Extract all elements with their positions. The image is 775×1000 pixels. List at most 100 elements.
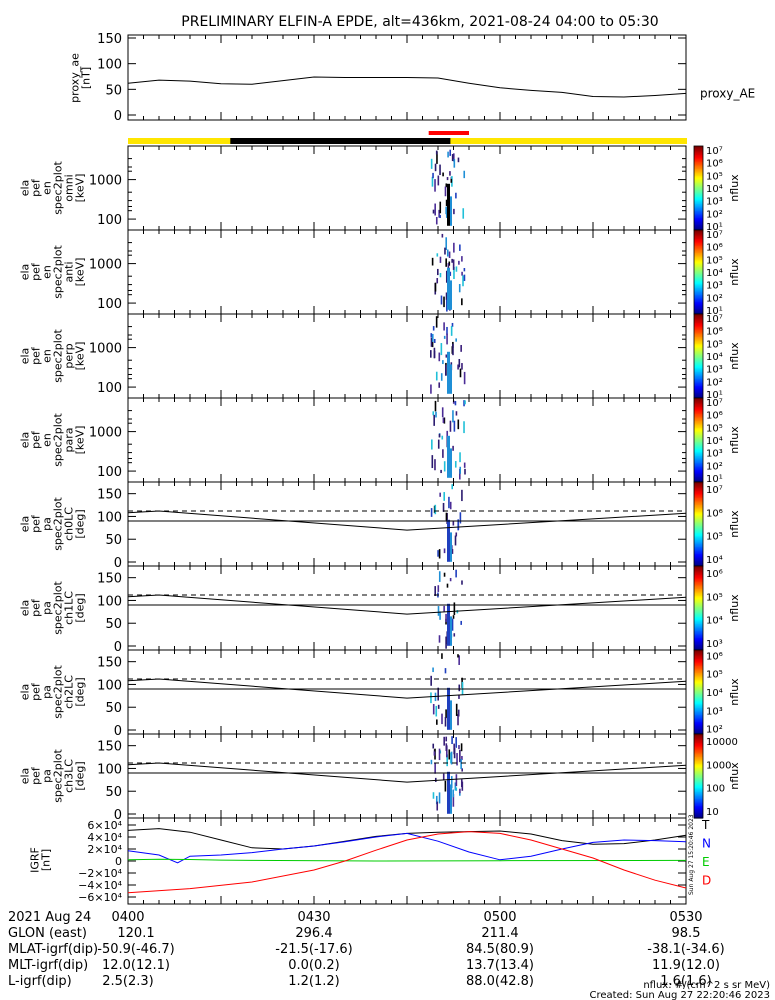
ae-ytick-label: 0 [114, 109, 122, 124]
spec-0-spec-cell [430, 158, 433, 169]
spec-0-cbar-cell [694, 169, 703, 172]
pa-0-spec-cell [454, 535, 457, 546]
spec-2-spec-cell [438, 382, 441, 388]
pa-1-cbar-cell [694, 588, 703, 591]
pa-2-spec-core [447, 687, 450, 730]
spec-0-cbar-cell [694, 220, 703, 223]
spec-2-cbar-cell [694, 381, 703, 384]
spec-1-frame [127, 229, 687, 315]
pa-0-cbar-label: 10⁶ [706, 508, 723, 519]
pa-1-cbar-cell [694, 594, 703, 596]
spec-0-spec-cell [447, 151, 449, 158]
spec-1-spec-cell [445, 292, 448, 300]
pa-3-cbar-label: 100 [706, 784, 725, 795]
pa-1-cbar-cell [694, 584, 703, 587]
spec-3-cbar-cell [694, 456, 703, 459]
spec-1-cbar-cell [694, 277, 703, 280]
spec-3-spec-cell [452, 410, 454, 423]
spec-0-spec-cell [455, 192, 457, 199]
spec-3-cbar-label: 10⁴ [706, 436, 723, 447]
spec-0-cbar-cell [694, 175, 703, 178]
spec-3-ylabel-line: pef [30, 430, 43, 449]
spec-0-cbar-cell [694, 216, 703, 218]
pa-3-spec-cell [453, 748, 456, 759]
pa-0-ylabel-line: pef [30, 514, 43, 533]
spec-3-spec-cell [446, 430, 449, 438]
pa-0-cbar-cell [694, 539, 703, 542]
spec-2-spec-cell [446, 333, 448, 345]
spec-1-spec-cell [453, 242, 455, 253]
spec-2-cbar-cell [694, 335, 703, 337]
pa-3-spec-cell [443, 736, 445, 746]
spec-2-spec-cell [435, 371, 438, 381]
spec-1-cbar-cell [694, 231, 703, 234]
spec-1-cbar-title-text: nflux [728, 258, 741, 286]
pa-3-spec-cell [459, 788, 461, 794]
pa-0-cbar-cell [694, 540, 703, 543]
igrf-ylabel-line: IGRF [29, 847, 42, 873]
spec-3-cbar-cell [694, 437, 703, 440]
spec-0-cbar-label: 10⁴ [706, 184, 723, 195]
pa-0-cbar-cell [694, 535, 703, 538]
pa-1-cbar-label: 10⁵ [706, 592, 723, 603]
pa-0-cbar-cell [694, 543, 703, 546]
spec-3-spec-cell [452, 445, 454, 451]
pa-0-cbar-cell [694, 533, 703, 536]
pa-1-cbar-cell [694, 598, 703, 601]
pa-0-cbar-cell [694, 531, 703, 533]
spec-1-cbar-cell [694, 235, 703, 238]
pa-1-spec-cell [453, 633, 456, 637]
spec-2-cbar-cell [694, 347, 703, 350]
pa-0-spec-cell [461, 489, 463, 502]
spec-0-spec-cell [451, 154, 454, 162]
pa-3-cbar-cell [694, 734, 703, 736]
spec-3-cbar-cell [694, 477, 703, 480]
spec-2-cbar-cell [694, 314, 703, 316]
pa-1-cbar-cell [694, 577, 703, 580]
spec-0-spec-cell [435, 150, 438, 155]
spec-0-spec-cell [434, 179, 436, 192]
spec-0-spec-cell [453, 159, 456, 168]
spec-1-cbar-cell [694, 304, 703, 307]
spec-2-cbar-cell [694, 395, 703, 398]
pa-0-spec-core2 [450, 532, 452, 562]
footer-row-0-v0: 0400 [111, 910, 144, 925]
pa-0-spec-cell [459, 512, 462, 524]
spec-2-cbar-cell [694, 372, 703, 375]
pa-0-spec-cell [438, 549, 441, 559]
pa-1-cbar-cell [694, 641, 703, 644]
spec-0-spec-cell [453, 208, 455, 215]
spec-2-spec-cell [452, 343, 454, 356]
pa-2-spec-cell [432, 703, 435, 715]
pa-0-cbar-cell [694, 528, 703, 531]
pa-2-cbar-cell [694, 715, 703, 718]
pa-1-ytick-label: 150 [97, 572, 122, 587]
pa-3-ytick-label: 100 [97, 762, 122, 777]
spec-3-spec-cell [454, 461, 457, 468]
spec-0-spec-cell [444, 186, 447, 197]
spec-0-cbar-cell [694, 218, 703, 221]
spec-2-cbar-label: 10⁷ [706, 314, 723, 325]
spec-2-spec-cell [438, 352, 441, 362]
footer-row-2-v1: -21.5(-17.6) [275, 942, 352, 957]
pa-1-spec-cell [451, 618, 454, 631]
spec-1-cbar-cell [694, 246, 703, 249]
spec-1-cbar-cell [694, 288, 703, 291]
pa-2-cbar-cell [694, 693, 703, 696]
pa-3-spec-cell [432, 743, 435, 749]
footer-row-0-label: 2021 Aug 24 [8, 910, 91, 925]
spec-0-spec-cell [438, 209, 440, 218]
spec-0-cbar-cell [694, 150, 703, 153]
spec-3-cbar-cell [694, 470, 703, 473]
footer-row-1-v3: 98.5 [672, 926, 701, 941]
spec-3-cbar-cell [694, 402, 703, 405]
pa-3-spec-cell [438, 792, 441, 804]
spec-3-ytick-label: 1000 [89, 426, 122, 441]
spec-2-spec-cell [430, 333, 433, 338]
spec-0-spec-cell [439, 201, 442, 214]
spec-1-cbar-cell [694, 238, 703, 241]
pa-1-spec-cell [460, 620, 463, 625]
pa-2-cbar-cell [694, 655, 703, 658]
